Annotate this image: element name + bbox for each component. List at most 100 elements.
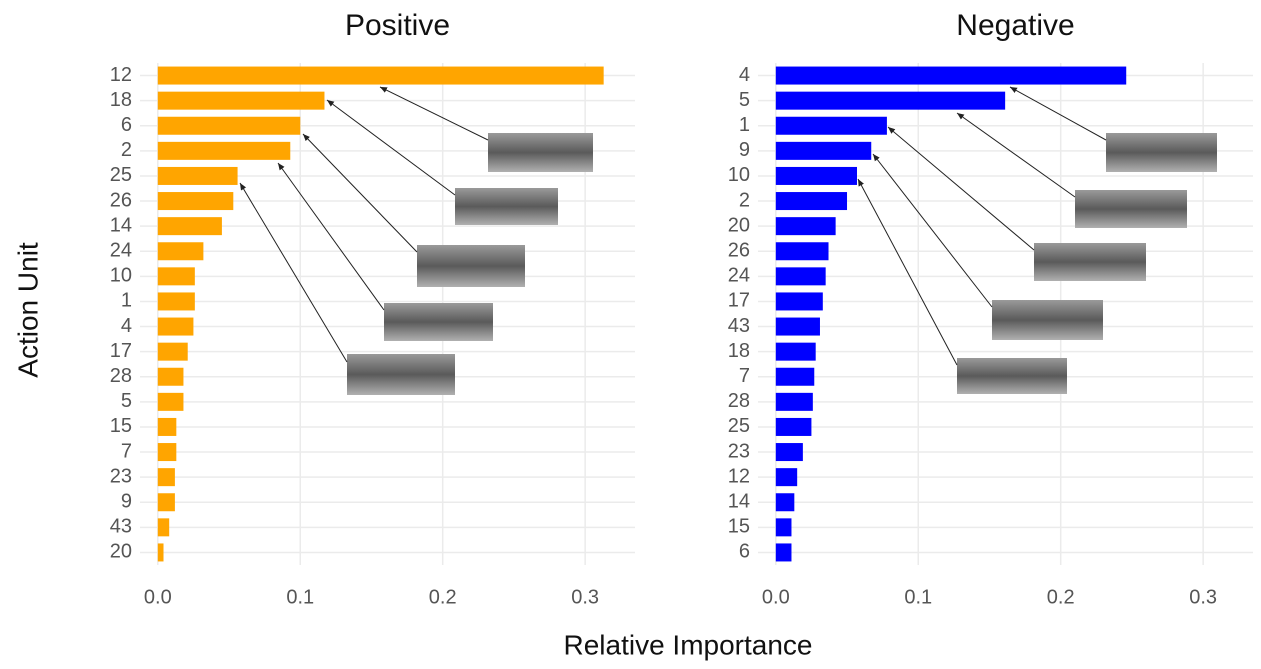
bar — [157, 342, 188, 361]
face-image — [1034, 243, 1146, 281]
x-tick-label: 0.3 — [1189, 586, 1217, 608]
face-image — [992, 300, 1103, 340]
chart-title: Positive — [345, 9, 450, 42]
bar — [775, 66, 1127, 85]
x-tick-label: 0.2 — [429, 586, 457, 608]
bar — [157, 518, 170, 537]
y-tick-label: 26 — [110, 189, 132, 211]
bar — [157, 66, 604, 85]
bar — [775, 91, 1006, 110]
y-tick-label: 23 — [728, 440, 750, 462]
bar — [775, 443, 803, 462]
y-tick-label: 14 — [110, 214, 132, 236]
face-image — [455, 188, 558, 225]
y-tick-label: 14 — [728, 491, 750, 513]
y-tick-label: 28 — [728, 390, 750, 412]
x-tick-label: 0.0 — [144, 586, 172, 608]
y-tick-label: 2 — [121, 139, 132, 161]
face-image — [347, 354, 455, 395]
arrow — [302, 133, 418, 253]
y-tick-label: 17 — [728, 290, 750, 312]
bar — [157, 317, 194, 336]
arrow — [277, 162, 385, 311]
y-tick-label: 4 — [739, 64, 750, 86]
y-tick-label: 12 — [728, 465, 750, 487]
bar — [157, 392, 184, 411]
y-tick-label: 18 — [110, 89, 132, 111]
face-image — [957, 358, 1067, 394]
bar — [157, 267, 195, 286]
y-tick-label: 15 — [728, 516, 750, 538]
y-tick-label: 25 — [110, 164, 132, 186]
bar — [775, 317, 820, 336]
bar — [775, 116, 887, 135]
arrow — [239, 182, 348, 363]
x-tick-label: 0.0 — [762, 586, 790, 608]
y-tick-label: 5 — [739, 89, 750, 111]
y-tick-label: 28 — [110, 365, 132, 387]
bar — [775, 242, 829, 261]
y-tick-label: 1 — [739, 114, 750, 136]
bar — [775, 166, 857, 185]
x-tick-label: 0.3 — [571, 586, 599, 608]
bar — [775, 367, 815, 386]
y-tick-label: 1 — [121, 290, 132, 312]
bar — [775, 292, 823, 311]
y-tick-label: 24 — [110, 240, 132, 262]
bar — [157, 443, 177, 462]
y-tick-label: 17 — [110, 340, 132, 362]
y-tick-label: 9 — [121, 491, 132, 513]
y-tick-label: 26 — [728, 240, 750, 262]
y-tick-label: 43 — [110, 516, 132, 538]
y-tick-label: 6 — [121, 114, 132, 136]
face-image — [417, 245, 525, 287]
bar — [775, 518, 792, 537]
bar — [157, 493, 175, 512]
bar — [775, 192, 848, 211]
bar — [157, 468, 175, 487]
face-image — [384, 303, 493, 341]
y-tick-label: 15 — [110, 415, 132, 437]
y-tick-label: 5 — [121, 390, 132, 412]
annotations — [239, 86, 1217, 395]
x-axis-title: Relative Importance — [563, 629, 812, 660]
y-tick-label: 25 — [728, 415, 750, 437]
y-tick-label: 23 — [110, 465, 132, 487]
x-tick-label: 0.2 — [1047, 586, 1075, 608]
y-tick-label: 20 — [110, 541, 132, 563]
arrow — [1009, 86, 1107, 141]
bar — [775, 141, 872, 160]
bar — [775, 493, 795, 512]
y-tick-label: 18 — [728, 340, 750, 362]
bar — [775, 543, 792, 562]
arrow — [887, 126, 1035, 251]
y-tick-label: 7 — [739, 365, 750, 387]
y-axis-title: Action Unit — [12, 242, 43, 378]
y-tick-label: 24 — [728, 265, 750, 287]
arrow — [326, 99, 456, 196]
x-tick-label: 0.1 — [286, 586, 314, 608]
face-image — [1106, 133, 1217, 172]
bar — [157, 242, 204, 261]
y-tick-label: 12 — [110, 64, 132, 86]
y-tick-label: 6 — [739, 541, 750, 563]
y-tick-label: 43 — [728, 315, 750, 337]
bar — [157, 543, 164, 562]
bar — [775, 342, 816, 361]
bar — [157, 116, 301, 135]
arrow — [872, 153, 993, 308]
face-image — [1075, 190, 1187, 228]
x-tick-label: 0.1 — [904, 586, 932, 608]
chart-title: Negative — [956, 9, 1074, 42]
bar — [157, 141, 291, 160]
arrow — [956, 112, 1076, 198]
bar — [157, 292, 195, 311]
bar — [157, 192, 234, 211]
bar — [775, 417, 812, 436]
arrow — [379, 86, 489, 141]
bar — [157, 367, 184, 386]
arrow — [857, 178, 958, 366]
bar — [157, 217, 222, 236]
